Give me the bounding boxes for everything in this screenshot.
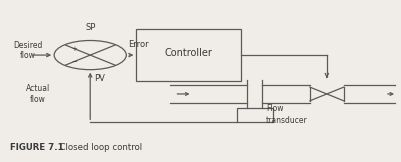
Text: PV: PV (94, 74, 105, 83)
Text: Desired
flow: Desired flow (13, 40, 43, 60)
Text: −: − (71, 59, 77, 65)
Text: +: + (71, 46, 77, 52)
FancyBboxPatch shape (136, 29, 241, 81)
Text: Controller: Controller (164, 48, 213, 58)
Text: FIGURE 7.1: FIGURE 7.1 (10, 143, 64, 152)
Text: Error: Error (128, 40, 149, 49)
Text: Flow
transducer: Flow transducer (266, 104, 308, 125)
Text: Closed loop control: Closed loop control (54, 143, 142, 152)
Text: SP: SP (85, 23, 95, 32)
FancyBboxPatch shape (237, 108, 273, 122)
Text: Actual
flow: Actual flow (26, 84, 50, 104)
